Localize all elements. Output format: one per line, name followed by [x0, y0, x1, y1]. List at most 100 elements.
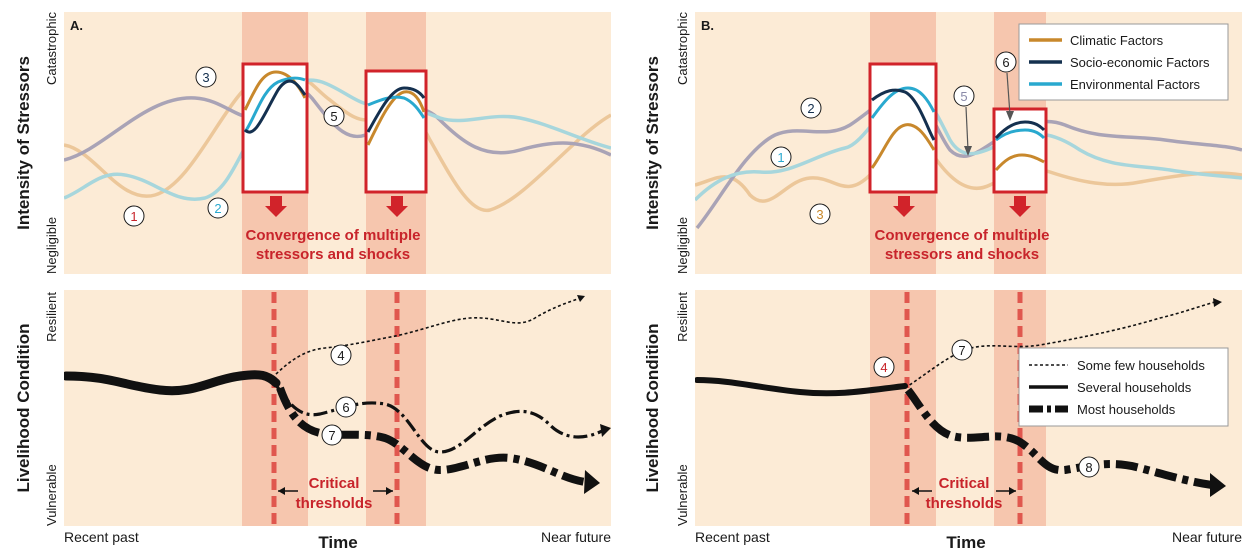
svg-text:3: 3 — [202, 70, 209, 85]
environmental-curve-b — [695, 86, 1242, 202]
livelihood-ylabel-b: Livelihood Condition — [643, 323, 662, 492]
convergence-text-line1-a: Convergence of multiple — [245, 227, 420, 244]
stressor-marker-5-a: 5 — [323, 105, 345, 127]
stressor-marker-1-b: 1 — [770, 146, 792, 168]
convergence-arrow-1-b — [893, 196, 915, 217]
svg-text:5: 5 — [330, 109, 337, 124]
main-trajectory-a — [64, 370, 281, 396]
threshold-band-1-b — [870, 290, 936, 526]
stressor-marker-6-b: 6 — [995, 51, 1017, 121]
x-title-b: Time — [946, 533, 985, 551]
svg-text:7: 7 — [328, 428, 335, 443]
x-right-label-b: Near future — [1172, 529, 1242, 545]
panel-b: Convergence of multiple stressors and sh… — [643, 12, 1242, 551]
stressor-chart-a: Convergence of multiple stressors and sh… — [14, 12, 611, 274]
critical-arrowhead-left-b — [912, 487, 919, 495]
most-households-arrowhead-a — [584, 470, 600, 494]
households-legend: Some few households Several households M… — [1018, 347, 1229, 427]
panel-label-a: A. — [70, 18, 83, 33]
svg-text:3: 3 — [816, 207, 823, 222]
threshold-band-1-a — [242, 290, 308, 526]
environmental-curve-a — [64, 78, 611, 201]
stressor-chart-b: Convergence of multiple stressors and sh… — [643, 12, 1242, 274]
convergence-box-1-b — [868, 62, 938, 194]
convergence-arrow-1-a — [265, 196, 287, 217]
svg-text:1: 1 — [130, 209, 137, 224]
few-households-arrowhead-a — [577, 295, 585, 302]
legend-environmental-label: Environmental Factors — [1070, 77, 1201, 92]
several-households-line-a — [274, 384, 605, 454]
livelihood-marker-7-a: 7 — [321, 424, 343, 446]
critical-text-line1-b: Critical — [939, 475, 990, 492]
legend-several-label: Several households — [1077, 380, 1192, 395]
x-right-label-a: Near future — [541, 529, 611, 545]
svg-text:7: 7 — [958, 343, 965, 358]
x-left-label-b: Recent past — [695, 529, 770, 545]
stressor-ytick-bottom-a: Negligible — [44, 217, 59, 274]
critical-text-line1-a: Critical — [309, 475, 360, 492]
most-households-arrowhead-b — [1210, 473, 1226, 497]
critical-text-line2-b: thresholds — [926, 495, 1003, 512]
panel-label-b: B. — [701, 18, 714, 33]
legend-climatic-label: Climatic Factors — [1070, 33, 1164, 48]
most-households-line-b — [904, 387, 1213, 489]
svg-text:6: 6 — [1002, 55, 1009, 70]
stressor-marker-2-a: 2 — [207, 197, 229, 219]
stressor-marker-3-b: 3 — [809, 203, 831, 225]
livelihood-ytick-top-b: Resilient — [675, 292, 690, 342]
convergence-text-line2-a: stressors and shocks — [256, 246, 410, 263]
critical-arrowhead-right-b — [1009, 487, 1016, 495]
panel-a: Convergence of multiple stressors and sh… — [14, 12, 611, 551]
livelihood-marker-6-a: 6 — [335, 396, 357, 418]
svg-text:4: 4 — [880, 360, 887, 375]
factors-legend: Climatic Factors Socio-economic Factors … — [1018, 23, 1229, 101]
x-title-a: Time — [318, 533, 357, 551]
svg-text:5: 5 — [960, 89, 967, 104]
stressor-ytick-top-a: Catastrophic — [44, 12, 59, 85]
convergence-text-line2-b: stressors and shocks — [885, 246, 1039, 263]
livelihood-ytick-bottom-b: Vulnerable — [675, 464, 690, 526]
few-households-arrowhead-b — [1213, 298, 1222, 307]
stressor-bg-a — [64, 12, 611, 274]
legend-most-label: Most households — [1077, 402, 1176, 417]
convergence-arrow-2-b — [1009, 196, 1031, 217]
svg-text:2: 2 — [807, 101, 814, 116]
climatic-curve-a — [64, 67, 611, 213]
svg-text:1: 1 — [777, 150, 784, 165]
box-curves-b — [870, 86, 1046, 172]
livelihood-marker-7-b: 7 — [951, 339, 973, 361]
legend-socio-label: Socio-economic Factors — [1070, 55, 1210, 70]
critical-text-line2-a: thresholds — [296, 495, 373, 512]
critical-arrowhead-right-a — [386, 487, 393, 495]
convergence-text-line1-b: Convergence of multiple — [874, 227, 1049, 244]
livelihood-ytick-bottom-a: Vulnerable — [44, 464, 59, 526]
several-households-arrowhead-a — [600, 424, 611, 437]
livelihood-marker-4-a: 4 — [330, 344, 352, 366]
critical-arrowhead-left-a — [278, 487, 285, 495]
stressor-marker-1-a: 1 — [123, 205, 145, 227]
socio-curve-b — [695, 90, 1242, 230]
svg-text:2: 2 — [214, 201, 221, 216]
livelihood-chart-a: Critical thresholds 4 6 7 Livelihood Con… — [14, 290, 611, 551]
livelihood-ylabel-a: Livelihood Condition — [14, 323, 33, 492]
svg-text:6: 6 — [342, 400, 349, 415]
livelihood-chart-b: Some few households Several households M… — [643, 290, 1242, 551]
svg-text:4: 4 — [337, 348, 344, 363]
convergence-arrow-2-a — [386, 196, 408, 217]
stressor-ylabel-b: Intensity of Stressors — [643, 56, 662, 230]
stressor-marker-2-b: 2 — [800, 97, 822, 119]
most-households-line-a — [276, 386, 586, 486]
svg-text:8: 8 — [1085, 460, 1092, 475]
legend-few-label: Some few households — [1077, 358, 1205, 373]
stressor-marker-5-b: 5 — [953, 85, 975, 156]
livelihood-marker-8-b: 8 — [1078, 456, 1100, 478]
stressor-ytick-top-b: Catastrophic — [675, 12, 690, 85]
livelihood-marker-4-b: 4 — [873, 356, 895, 378]
stressor-ylabel-a: Intensity of Stressors — [14, 56, 33, 230]
few-households-line-b — [904, 301, 1216, 389]
few-households-line-a — [271, 297, 581, 379]
main-trajectory-b — [695, 377, 908, 397]
box-curves-a — [243, 70, 426, 146]
x-left-label-a: Recent past — [64, 529, 139, 545]
